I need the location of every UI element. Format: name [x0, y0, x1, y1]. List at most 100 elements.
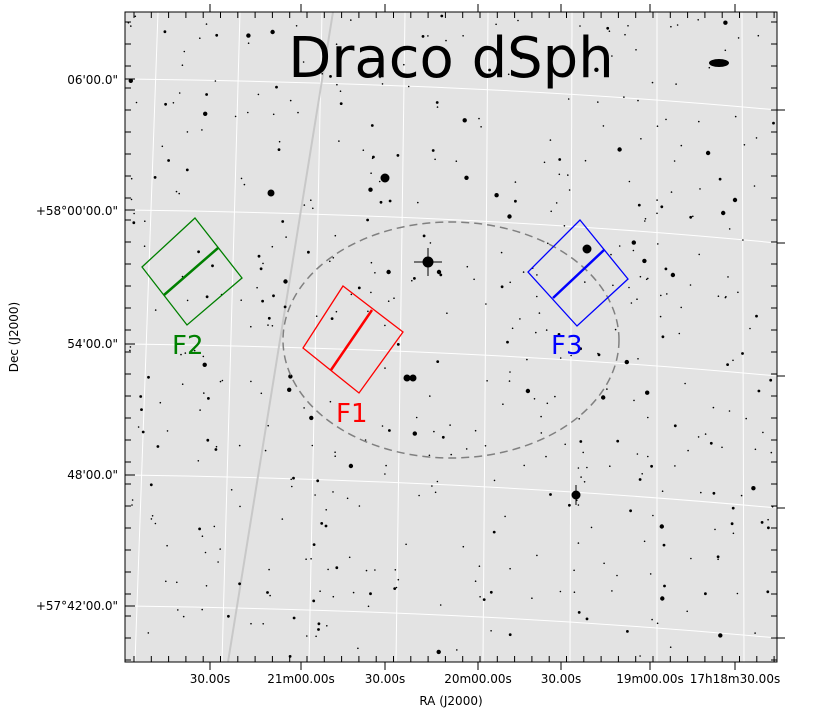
star [214, 80, 217, 82]
star [262, 623, 265, 625]
star [436, 360, 440, 363]
star [144, 220, 146, 222]
star [617, 147, 622, 152]
star [644, 218, 647, 220]
star [618, 245, 621, 247]
star [378, 180, 381, 183]
star [434, 158, 436, 161]
star [289, 99, 292, 102]
star [149, 483, 153, 487]
star [473, 278, 475, 281]
star [418, 494, 420, 497]
star [429, 242, 432, 244]
star [317, 622, 321, 626]
star [307, 250, 310, 254]
star [374, 272, 376, 274]
star [652, 514, 654, 517]
x-tick-label: 30.00s [365, 672, 406, 686]
star [549, 493, 552, 496]
star [579, 440, 583, 443]
star [332, 491, 334, 493]
star [362, 149, 365, 151]
star [312, 599, 316, 603]
star [319, 590, 321, 592]
star [611, 590, 613, 592]
star [205, 23, 208, 25]
field-label-f3: F3 [551, 331, 583, 361]
star [177, 609, 179, 611]
star [465, 448, 468, 450]
star [185, 168, 189, 172]
star [716, 555, 720, 559]
star [435, 101, 439, 104]
field-label-f2: F2 [172, 331, 204, 361]
star [486, 380, 488, 382]
star [243, 183, 246, 186]
star [663, 584, 666, 588]
star [597, 353, 601, 357]
star [669, 646, 672, 648]
star [291, 485, 293, 488]
star [272, 113, 275, 116]
star [624, 359, 629, 365]
star [736, 592, 739, 595]
star [256, 286, 258, 289]
star [522, 271, 525, 273]
star [153, 176, 157, 179]
star [724, 49, 727, 52]
star [543, 161, 546, 164]
star [370, 172, 372, 174]
star [606, 26, 610, 30]
star [578, 418, 580, 420]
star [240, 177, 243, 180]
star [628, 286, 630, 289]
star [639, 655, 641, 657]
star [700, 491, 702, 494]
star [456, 649, 458, 651]
star [370, 261, 373, 264]
star [175, 190, 178, 193]
star [325, 509, 328, 511]
star [436, 480, 439, 483]
star [234, 115, 237, 118]
star [674, 465, 676, 467]
star [723, 20, 728, 25]
star [630, 302, 633, 304]
star [502, 403, 504, 406]
star [393, 587, 397, 590]
star [570, 354, 572, 357]
star [214, 448, 218, 451]
star [714, 528, 716, 531]
star [207, 397, 210, 400]
star [567, 98, 570, 100]
star [769, 378, 773, 382]
star [221, 379, 224, 382]
x-tick-label: 17h18m30.00s [690, 672, 780, 686]
star [164, 102, 168, 106]
star [366, 218, 369, 222]
star [466, 265, 469, 268]
star [651, 81, 654, 84]
star [659, 315, 662, 318]
star [335, 566, 339, 570]
star [427, 35, 429, 37]
star [260, 392, 263, 395]
star [143, 245, 146, 247]
star [629, 509, 632, 513]
star [508, 633, 512, 637]
star [678, 332, 681, 335]
star [128, 78, 133, 84]
star [563, 225, 566, 227]
axis-ticks [125, 4, 785, 670]
star [732, 532, 735, 535]
y-axis-label: Dec (J2000) [7, 302, 21, 372]
star [281, 220, 285, 223]
star [329, 260, 331, 263]
star [433, 430, 435, 433]
star [311, 444, 314, 447]
star [577, 467, 580, 469]
star [559, 357, 562, 359]
figure-title: Draco dSph [288, 26, 613, 91]
star [271, 245, 274, 248]
star [709, 441, 713, 445]
